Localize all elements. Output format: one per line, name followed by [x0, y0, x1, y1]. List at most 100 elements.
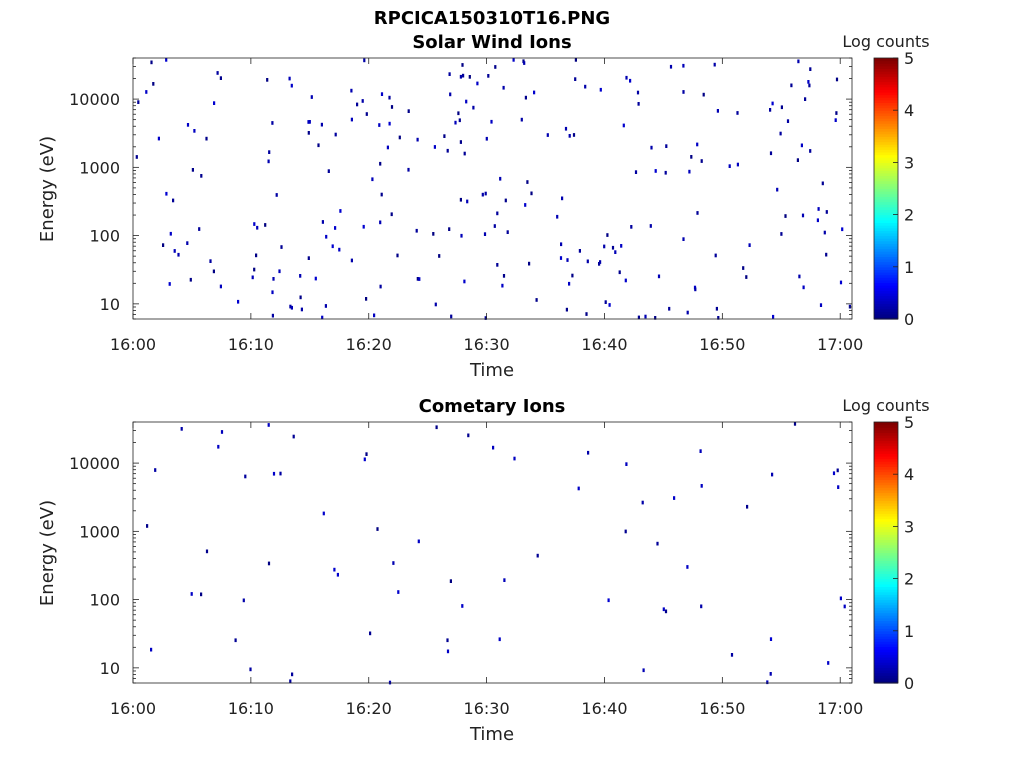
heatmap-cell	[483, 232, 487, 236]
x-tick-label: 16:00	[110, 335, 156, 354]
colorbar-segment	[874, 630, 898, 635]
heatmap-cell	[715, 306, 718, 311]
colorbar-segment	[874, 225, 898, 229]
colorbar-tick-label: 3	[904, 517, 914, 536]
colorbar-segment	[874, 311, 898, 315]
heatmap-cell	[460, 233, 463, 238]
x-tick-label: 16:50	[699, 699, 745, 718]
heatmap-cell	[584, 84, 587, 89]
heatmap-cell	[407, 109, 410, 113]
heatmap-cell	[434, 302, 437, 307]
colorbar-segment	[874, 562, 898, 567]
heatmap-cell	[380, 192, 383, 197]
heatmap-cell	[457, 111, 460, 116]
heatmap-cell	[272, 277, 275, 281]
colorbar-segment	[874, 484, 898, 488]
heatmap-cell	[461, 63, 464, 67]
heatmap-cell	[690, 155, 693, 159]
heatmap-cell	[769, 672, 772, 676]
heatmap-cell	[630, 225, 633, 229]
heatmap-cell	[816, 218, 819, 223]
heatmap-cell	[825, 252, 828, 257]
heatmap-cell	[448, 72, 451, 76]
heatmap-cell	[604, 300, 607, 304]
x-tick-label: 16:30	[464, 335, 510, 354]
x-tick-label: 16:20	[346, 699, 392, 718]
colorbar-segment	[874, 118, 898, 122]
colorbar-segment	[874, 529, 898, 533]
colorbar-segment	[874, 534, 898, 538]
heatmap-cell	[321, 220, 324, 224]
colorbar-segment	[874, 599, 898, 603]
heatmap-cell	[291, 672, 294, 677]
heatmap-cell	[392, 561, 395, 565]
x-tick-label: 16:40	[581, 335, 627, 354]
heatmap-cell	[664, 609, 668, 614]
colorbar-segment	[874, 453, 898, 457]
colorbar-segment	[874, 120, 898, 124]
heatmap-cell	[388, 121, 391, 126]
heatmap-cell	[472, 105, 475, 110]
colorbar-segment	[874, 313, 898, 317]
heatmap-cell	[307, 256, 310, 260]
heatmap-cell	[190, 592, 193, 596]
heatmap-cell	[825, 210, 828, 214]
colorbar-segment	[874, 89, 898, 93]
heatmap-cell	[528, 261, 531, 266]
y-tick-label: 10000	[69, 90, 120, 109]
heatmap-cell	[574, 58, 577, 62]
heatmap-cell	[380, 92, 384, 96]
heatmap-cell	[560, 242, 563, 247]
heatmap-cell	[173, 249, 176, 253]
heatmap-cell	[669, 64, 673, 69]
heatmap-cell	[484, 191, 487, 196]
heatmap-cell	[242, 598, 245, 603]
heatmap-cell	[310, 95, 313, 99]
colorbar-segment	[874, 463, 898, 467]
heatmap-cell	[728, 164, 731, 168]
colorbar-segment	[874, 282, 898, 286]
colorbar-segment	[874, 422, 898, 426]
heatmap-cell	[253, 222, 256, 226]
heatmap-cell	[244, 474, 247, 479]
colorbar-segment	[874, 555, 898, 559]
heatmap-cell	[362, 224, 365, 229]
heatmap-cell	[748, 243, 751, 247]
colorbar-segment	[874, 123, 898, 127]
colorbar-segment	[874, 279, 898, 284]
heatmap-cell	[571, 273, 574, 278]
colorbar-segment	[874, 149, 898, 153]
heatmap-cell	[365, 452, 368, 456]
heatmap-cell	[599, 260, 602, 264]
heatmap-cell	[334, 226, 337, 230]
colorbar-segment	[874, 159, 898, 163]
colorbar-segment	[874, 235, 898, 239]
heatmap-cell	[793, 422, 797, 426]
heatmap-cell	[769, 108, 772, 112]
colorbar-segment	[874, 94, 898, 98]
colorbar-segment	[874, 659, 898, 663]
colorbar-segment	[874, 573, 898, 577]
heatmap-cell	[459, 74, 462, 79]
colorbar-frame	[873, 57, 899, 320]
colorbar-segment	[874, 107, 898, 111]
colorbar-segment	[874, 78, 898, 83]
heatmap-cell	[786, 119, 790, 123]
colorbar-tick-label: 0	[904, 310, 914, 329]
colorbar-segment	[874, 654, 898, 658]
x-axis-label: Time	[469, 724, 514, 745]
heatmap-cell	[280, 245, 283, 249]
heatmap-cell	[193, 129, 196, 133]
colorbar-segment	[874, 209, 898, 213]
heatmap-cell	[535, 298, 538, 302]
heatmap-cell	[769, 151, 773, 156]
colorbar-segment	[874, 448, 898, 452]
colorbar-segment	[874, 274, 898, 278]
colorbar-segment	[874, 230, 898, 234]
heatmap-cell	[443, 134, 446, 138]
colorbar-segment	[874, 232, 898, 237]
colorbar-segment	[874, 479, 898, 483]
colorbar-segment	[874, 65, 898, 70]
heatmap-cell	[742, 266, 745, 270]
